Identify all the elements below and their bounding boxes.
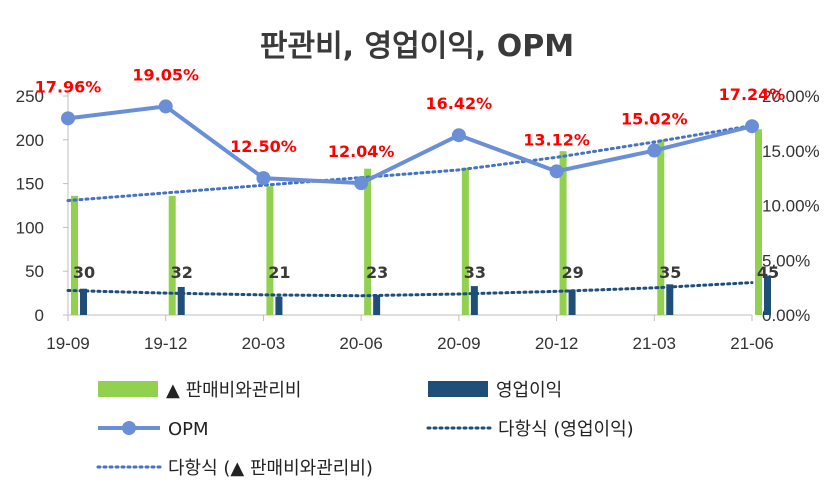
bar-operating-profit [666, 284, 674, 315]
bar-operating-profit [470, 286, 478, 315]
legend-swatch [428, 381, 488, 397]
bar-sga [168, 195, 176, 315]
y-left-tick-label: 50 [25, 262, 44, 281]
bar-sga [755, 129, 762, 315]
bar-operating-profit [568, 289, 576, 315]
y-right-tick-label: 0.00% [762, 306, 810, 325]
y-left-tick-label: 150 [16, 175, 44, 194]
trendline-sga [66, 124, 754, 203]
legend-label: OPM [168, 419, 209, 440]
legend-label: 영업이익 [496, 380, 562, 401]
opm-data-label: 17.24% [719, 85, 786, 104]
bar-operating-profit [373, 294, 381, 315]
y-right-tick-label: 5.00% [762, 251, 810, 270]
y-left-tick-label: 0 [35, 306, 44, 325]
bar-sga [266, 186, 274, 315]
opm-data-label: 15.02% [621, 110, 688, 129]
operating-profit-data-label: 35 [659, 263, 681, 282]
bar-sga [364, 168, 372, 315]
data-labels: 17.96% 19.05% 12.50% 12.04% 16.42% 13.12% 15.0… [35, 65, 786, 282]
opm-series [61, 99, 759, 191]
opm-data-label: 13.12% [523, 130, 590, 149]
x-tick-label: 19-12 [144, 334, 187, 353]
opm-point [256, 171, 271, 186]
trendlines [66, 124, 754, 298]
operating-profit-data-label: 30 [73, 263, 95, 282]
opm-point [647, 143, 662, 158]
legend-marker [122, 421, 136, 435]
legend-item: OPM [98, 419, 209, 440]
x-tick-label: 21-06 [730, 334, 773, 353]
legend-label: ▲ 판매비와관리비 [166, 380, 301, 401]
bar-sga [559, 151, 567, 315]
operating-profit-data-label: 33 [464, 263, 486, 282]
chart-title: 판관비, 영업이익, OPM [260, 29, 574, 64]
y-left-tick-label: 200 [16, 131, 44, 150]
opm-point [354, 176, 369, 191]
bars [71, 129, 771, 315]
y-right-tick-label: 10.00% [762, 197, 820, 216]
operating-profit-data-label: 21 [268, 263, 290, 282]
legend-item: 영업이익 [428, 380, 562, 401]
opm-data-label: 12.50% [230, 137, 297, 156]
x-tick-label: 20-09 [437, 334, 480, 353]
legend-item: 다항식 (영업이익) [426, 419, 634, 440]
operating-profit-data-label: 45 [757, 263, 779, 282]
legend-item: ▲ 판매비와관리비 [98, 380, 301, 401]
operating-profit-data-label: 29 [561, 263, 583, 282]
bar-sga [461, 167, 469, 315]
legend-label: 다항식 (▲ 판매비와관리비) [168, 458, 373, 479]
operating-profit-data-label: 32 [171, 263, 193, 282]
y-right-tick-label: 15.00% [762, 142, 820, 161]
x-tick-label: 20-06 [339, 334, 382, 353]
opm-data-label: 19.05% [132, 65, 199, 84]
opm-data-label: 17.96% [35, 77, 102, 96]
opm-point [745, 119, 759, 134]
legend-item: 다항식 (▲ 판매비와관리비) [96, 458, 373, 479]
y-left-tick-label: 250 [16, 87, 44, 106]
bar-sga [71, 195, 78, 315]
y-right-tick-label: 20.00% [762, 87, 820, 106]
x-tick-label: 20-12 [535, 334, 578, 353]
trendline-operating-profit [66, 281, 754, 298]
bar-operating-profit [177, 286, 185, 315]
opm-point [158, 99, 173, 114]
bar-operating-profit [80, 288, 87, 315]
bar-sga [657, 139, 665, 315]
bar-operating-profit [764, 275, 771, 315]
opm-point [451, 128, 466, 143]
opm-data-label: 12.04% [328, 142, 395, 161]
legend: ▲ 판매비와관리비 영업이익 OPM 다항식 (영업이익) 다항식 (▲ 판매비와관리비… [96, 380, 634, 479]
x-tick-label: 20-03 [242, 334, 285, 353]
opm-point [549, 164, 564, 179]
legend-swatch [98, 381, 158, 397]
opm-data-label: 16.42% [426, 94, 493, 113]
bar-operating-profit [275, 296, 283, 315]
y-left-tick-label: 100 [16, 218, 44, 237]
axes: 0 50 100 150 200 250 0.00% 5.00% 10.00% 15.00% 20.… [16, 87, 820, 353]
operating-profit-data-label: 23 [366, 263, 388, 282]
opm-line [67, 104, 753, 186]
opm-point [61, 111, 75, 126]
x-tick-label: 21-03 [633, 334, 676, 353]
legend-label: 다항식 (영업이익) [498, 419, 634, 440]
x-tick-label: 19-09 [46, 334, 89, 353]
